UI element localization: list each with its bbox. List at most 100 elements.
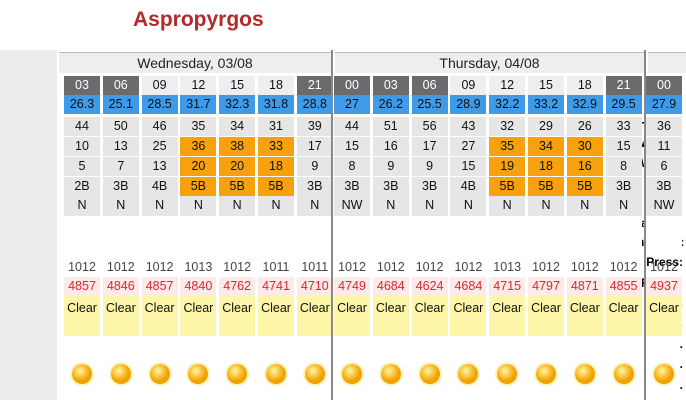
wind-kmh-cell: 11 <box>646 137 682 156</box>
humidity-cell: 34 <box>219 117 256 136</box>
wind-dir-cell: N <box>296 196 333 216</box>
wind-kmh-cell: 38 <box>219 137 256 156</box>
hour-cell: 03 <box>64 76 100 95</box>
wind-dir-cell: NW <box>646 196 682 216</box>
wind-kmh-cell: 17 <box>296 137 333 156</box>
sun-icon <box>572 362 597 386</box>
weather-cell: Clear <box>489 296 526 336</box>
rain-cell <box>64 216 100 256</box>
temp-cell: 26.2 <box>372 95 409 114</box>
temp-cell: 32.9 <box>566 95 603 114</box>
sun-icon <box>534 362 558 386</box>
weather-cell: Clear <box>646 296 682 336</box>
wind-bft-cell: 3B <box>372 177 409 196</box>
hour-cell: 21 <box>296 76 333 95</box>
rain-cell <box>141 216 178 256</box>
temp-cell: 25.5 <box>411 95 448 114</box>
pressure-cell: 1012 <box>68 260 96 274</box>
wind-knots-cell: 6 <box>646 157 682 176</box>
wind-bft-cell: 3B <box>646 177 682 196</box>
wind-bft-cell: 3B <box>334 177 370 196</box>
day-separator <box>331 50 333 400</box>
wind-knots-cell: 20 <box>219 157 256 176</box>
humidity-cell: 32 <box>489 117 526 136</box>
row-label: Press: <box>646 255 683 269</box>
wind-bft-cell: 5B <box>566 177 603 196</box>
wind-bft-cell: 4B <box>450 177 487 196</box>
rain-cell <box>219 216 256 256</box>
freeze-cell: 4762 <box>219 277 256 296</box>
hour-cell: 21 <box>605 76 642 95</box>
rain-cell <box>334 216 370 256</box>
wind-bft-cell: 3B <box>102 177 139 196</box>
weather-cell: Clear <box>372 296 409 336</box>
sun-icon <box>225 362 250 386</box>
wind-knots-cell: 9 <box>296 157 333 176</box>
sun-icon <box>302 362 327 386</box>
sun-icon <box>70 362 94 386</box>
wind-bft-cell: 5B <box>180 177 217 196</box>
wind-bft-cell: 5B <box>219 177 256 196</box>
wind-knots-cell: 8 <box>334 157 370 176</box>
pressure-cell: 1012 <box>376 260 405 274</box>
freeze-cell: 4871 <box>566 277 603 296</box>
pressure-cell: 1012 <box>145 260 174 274</box>
wind-knots-cell: 20 <box>180 157 217 176</box>
row-label: . <box>679 378 683 392</box>
wind-kmh-cell: 13 <box>102 137 139 156</box>
temp-cell: 27.9 <box>646 95 682 114</box>
wind-dir-cell: N <box>180 196 217 216</box>
wind-bft-cell: 3B <box>296 177 333 196</box>
wind-dir-cell: N <box>102 196 139 216</box>
temp-cell: 28.8 <box>296 95 333 114</box>
rain-cell <box>450 216 487 256</box>
sun-icon <box>378 362 403 386</box>
pressure-cell: 1012 <box>415 260 444 274</box>
weather-cell: Clear <box>296 296 333 336</box>
pressure-cell: 1012 <box>532 260 560 274</box>
wind-dir-cell: N <box>450 196 487 216</box>
sun-icon <box>340 362 364 386</box>
wind-kmh-cell: 10 <box>64 137 100 156</box>
humidity-cell: 50 <box>102 117 139 136</box>
wind-bft-cell: 4B <box>141 177 178 196</box>
sun-icon <box>186 362 211 386</box>
wind-knots-cell: 18 <box>258 157 294 176</box>
pressure-cell: 1012 <box>106 260 135 274</box>
weather-cell: Clear <box>450 296 487 336</box>
temp-cell: 31.7 <box>180 95 217 114</box>
humidity-cell: 46 <box>141 117 178 136</box>
wind-knots-cell: 5 <box>64 157 100 176</box>
wind-kmh-cell: 15 <box>605 137 642 156</box>
rain-cell <box>528 216 564 256</box>
pressure-cell: 1012 <box>338 260 366 274</box>
label-column <box>0 50 57 400</box>
freeze-cell: 4855 <box>605 277 642 296</box>
rain-cell <box>646 216 682 256</box>
weather-cell: Clear <box>102 296 139 336</box>
freeze-cell: 4624 <box>411 277 448 296</box>
wind-knots-cell: 9 <box>372 157 409 176</box>
pressure-cell: 1013 <box>493 260 522 274</box>
pressure-cell: 1012 <box>570 260 599 274</box>
hour-cell: 00 <box>334 76 370 95</box>
pressure-cell: 1012 <box>609 260 638 274</box>
wind-dir-cell: N <box>528 196 564 216</box>
hour-cell: 18 <box>258 76 294 95</box>
wind-dir-cell: N <box>605 196 642 216</box>
sun-icon <box>611 362 636 386</box>
pressure-cell: 1011 <box>262 260 290 274</box>
sun-icon <box>456 362 481 386</box>
pressure-cell: 1013 <box>184 260 213 274</box>
hour-cell: 15 <box>528 76 564 95</box>
freeze-cell: 4797 <box>528 277 564 296</box>
wind-kmh-cell: 36 <box>180 137 217 156</box>
wind-kmh-cell: 15 <box>334 137 370 156</box>
freeze-cell: 4684 <box>372 277 409 296</box>
pressure-cell: 1012 <box>223 260 252 274</box>
sun-icon <box>495 362 520 386</box>
weather-cell: Clear <box>141 296 178 336</box>
sun-icon <box>264 362 288 386</box>
rain-cell <box>102 216 139 256</box>
hour-cell: 18 <box>566 76 603 95</box>
